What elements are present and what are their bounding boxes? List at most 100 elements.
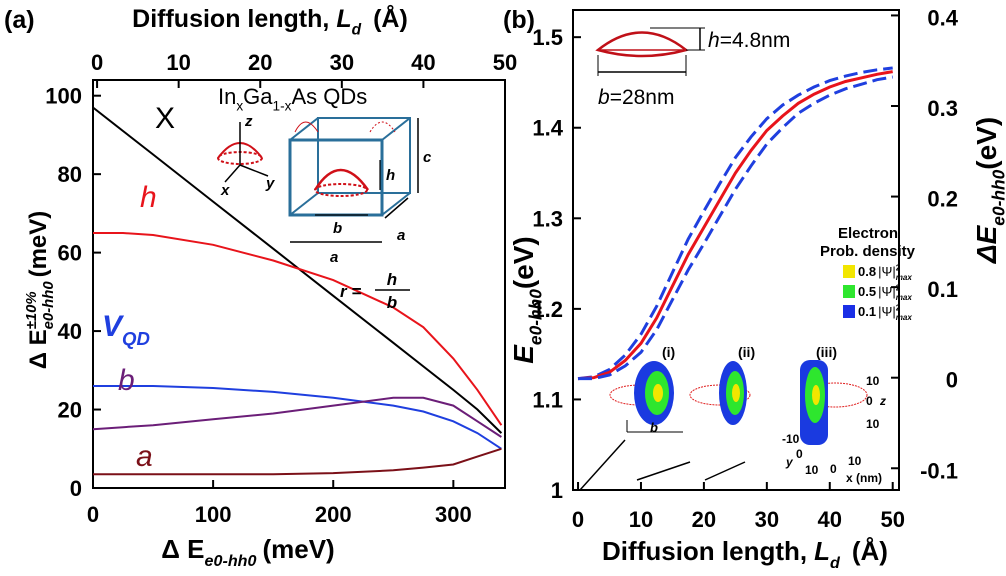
y2-tick-label: 0.4 — [927, 5, 958, 30]
shape-h: h=4.8nm — [708, 29, 790, 52]
inset-title-part: As QDs — [291, 84, 367, 109]
axis3d-label: 0 — [866, 394, 873, 408]
y-tick-label: 80 — [58, 162, 82, 187]
legend-entry-part: 2 — [896, 264, 901, 273]
y2-axis-label-part: (eV) — [971, 117, 1002, 170]
axis3d-label: 10 — [848, 454, 862, 468]
legend-swatch — [843, 305, 855, 318]
series-label-part: h — [140, 181, 157, 214]
y-tick-label: 1.4 — [532, 116, 563, 141]
axis3d-label: 0 — [796, 447, 803, 461]
y-axis-label-part: (meV) — [25, 211, 52, 278]
y2-tick-label: 0 — [946, 368, 958, 393]
inset-label: z — [244, 113, 253, 130]
series-label-part: V — [102, 310, 125, 343]
legend-title: Electron — [838, 225, 898, 242]
x-tick-label: 100 — [195, 502, 232, 527]
y2-tick-label: 0.2 — [927, 187, 958, 212]
inset-title-part: 1-x — [273, 99, 292, 114]
x2-tick-label: 0 — [91, 50, 103, 75]
series-label: X — [155, 102, 175, 135]
series-label-part: a — [136, 440, 153, 473]
x2-axis-label-part: L — [336, 5, 351, 33]
x-tick-label: 50 — [880, 507, 904, 532]
shape-b-part: b — [598, 86, 610, 109]
legend-entry: 0.8 |Ψ|2 max — [858, 264, 912, 282]
x-axis-label-part: d — [830, 554, 841, 572]
plot-frame-a — [92, 79, 506, 489]
legend-entry-part: |Ψ| — [878, 304, 896, 319]
x-tick-label: 20 — [692, 507, 716, 532]
y2-axis-label-part: ΔE — [971, 224, 1002, 264]
legend-entry: 0.5 |Ψ|2 max — [858, 284, 912, 302]
series-label-part: b — [118, 364, 135, 397]
x-axis-label-part: e0-hh0 — [205, 552, 257, 570]
x2-tick-label: 40 — [411, 50, 435, 75]
subplot-label: (i) — [662, 344, 675, 360]
y2-axis-label-part: e0-hh0 — [988, 169, 1006, 225]
shape-b-part: =28nm — [610, 86, 675, 109]
x2-tick-label: 30 — [330, 50, 354, 75]
axis3d-label: 0 — [830, 462, 837, 476]
y-axis-label-part: (eV) — [508, 236, 539, 289]
x2-tick-label: 20 — [248, 50, 272, 75]
y2-tick-label: 0.1 — [927, 277, 958, 302]
inset-label: h — [386, 167, 395, 184]
legend-entry-part: 0.1 — [858, 304, 876, 319]
x2-axis-label-part: (Å) — [373, 4, 408, 33]
inset-label: c — [423, 149, 432, 166]
x2-axis-label: Diffusion length, Ld (Å) — [132, 4, 408, 39]
axis3d-label: z — [879, 394, 886, 408]
plot-frame-b — [572, 9, 900, 491]
x2-axis-label-part: Diffusion length, — [132, 5, 329, 33]
inset-label: a — [330, 249, 338, 266]
ratio-num: h — [387, 270, 397, 289]
y-tick-label: 0 — [70, 476, 82, 501]
inset-title-part: Ga — [243, 84, 273, 109]
panel-label: (a) — [4, 6, 35, 34]
x-axis-label-part: L — [814, 536, 830, 566]
legend-entry-part: max — [896, 273, 913, 282]
x-axis-label-part: (meV) — [262, 534, 334, 564]
axis3d-label: -10 — [782, 432, 800, 446]
inset-label: a — [397, 227, 405, 244]
y2-tick-label: -0.1 — [920, 458, 958, 483]
legend-entry-part: max — [896, 293, 913, 302]
legend-entry-part: 2 — [896, 284, 901, 293]
x2-tick-label: 50 — [493, 50, 517, 75]
legend-entry-part: max — [896, 313, 913, 322]
series-line — [92, 106, 503, 434]
legend-swatch — [843, 265, 855, 278]
ratio-lhs: r = — [340, 282, 361, 301]
legend-entry-part: 2 — [896, 304, 901, 313]
inset-title-part: x — [236, 99, 243, 114]
inset-title-part: In — [218, 84, 236, 109]
panel-label: (b) — [503, 6, 535, 34]
series-line — [92, 396, 502, 438]
shape-h-part: h — [708, 29, 720, 52]
x2-axis-label-part: d — [352, 22, 362, 39]
y-tick-label: 100 — [45, 84, 82, 109]
series-line — [93, 232, 503, 426]
y-tick-label: 20 — [58, 398, 82, 423]
x-axis-label: Diffusion length, Ld (Å) — [602, 536, 888, 572]
x-tick-label: 40 — [818, 507, 842, 532]
lens-sketch-b — [595, 27, 705, 76]
inset-title: InxGa1-xAs QDs — [218, 84, 367, 114]
axis3d-label: 10 — [866, 374, 880, 388]
axis3d-label: 10 — [866, 417, 880, 431]
y-tick-label: 60 — [58, 241, 82, 266]
y-axis-label-part: E — [508, 344, 539, 364]
subplot-label: (iii) — [816, 344, 837, 360]
inset-label: y — [265, 175, 275, 192]
x-axis-label-part: (Å) — [852, 536, 888, 566]
x-tick-label: 0 — [87, 502, 99, 527]
series-label-part: X — [155, 102, 175, 135]
y-tick-label: 1.3 — [532, 206, 563, 231]
axis3d-label: x (nm) — [846, 471, 882, 485]
x-tick-label: 300 — [435, 502, 472, 527]
x-tick-label: 10 — [629, 507, 653, 532]
axis3d-label: 10 — [805, 463, 819, 477]
shape-h-part: =4.8nm — [720, 29, 791, 52]
